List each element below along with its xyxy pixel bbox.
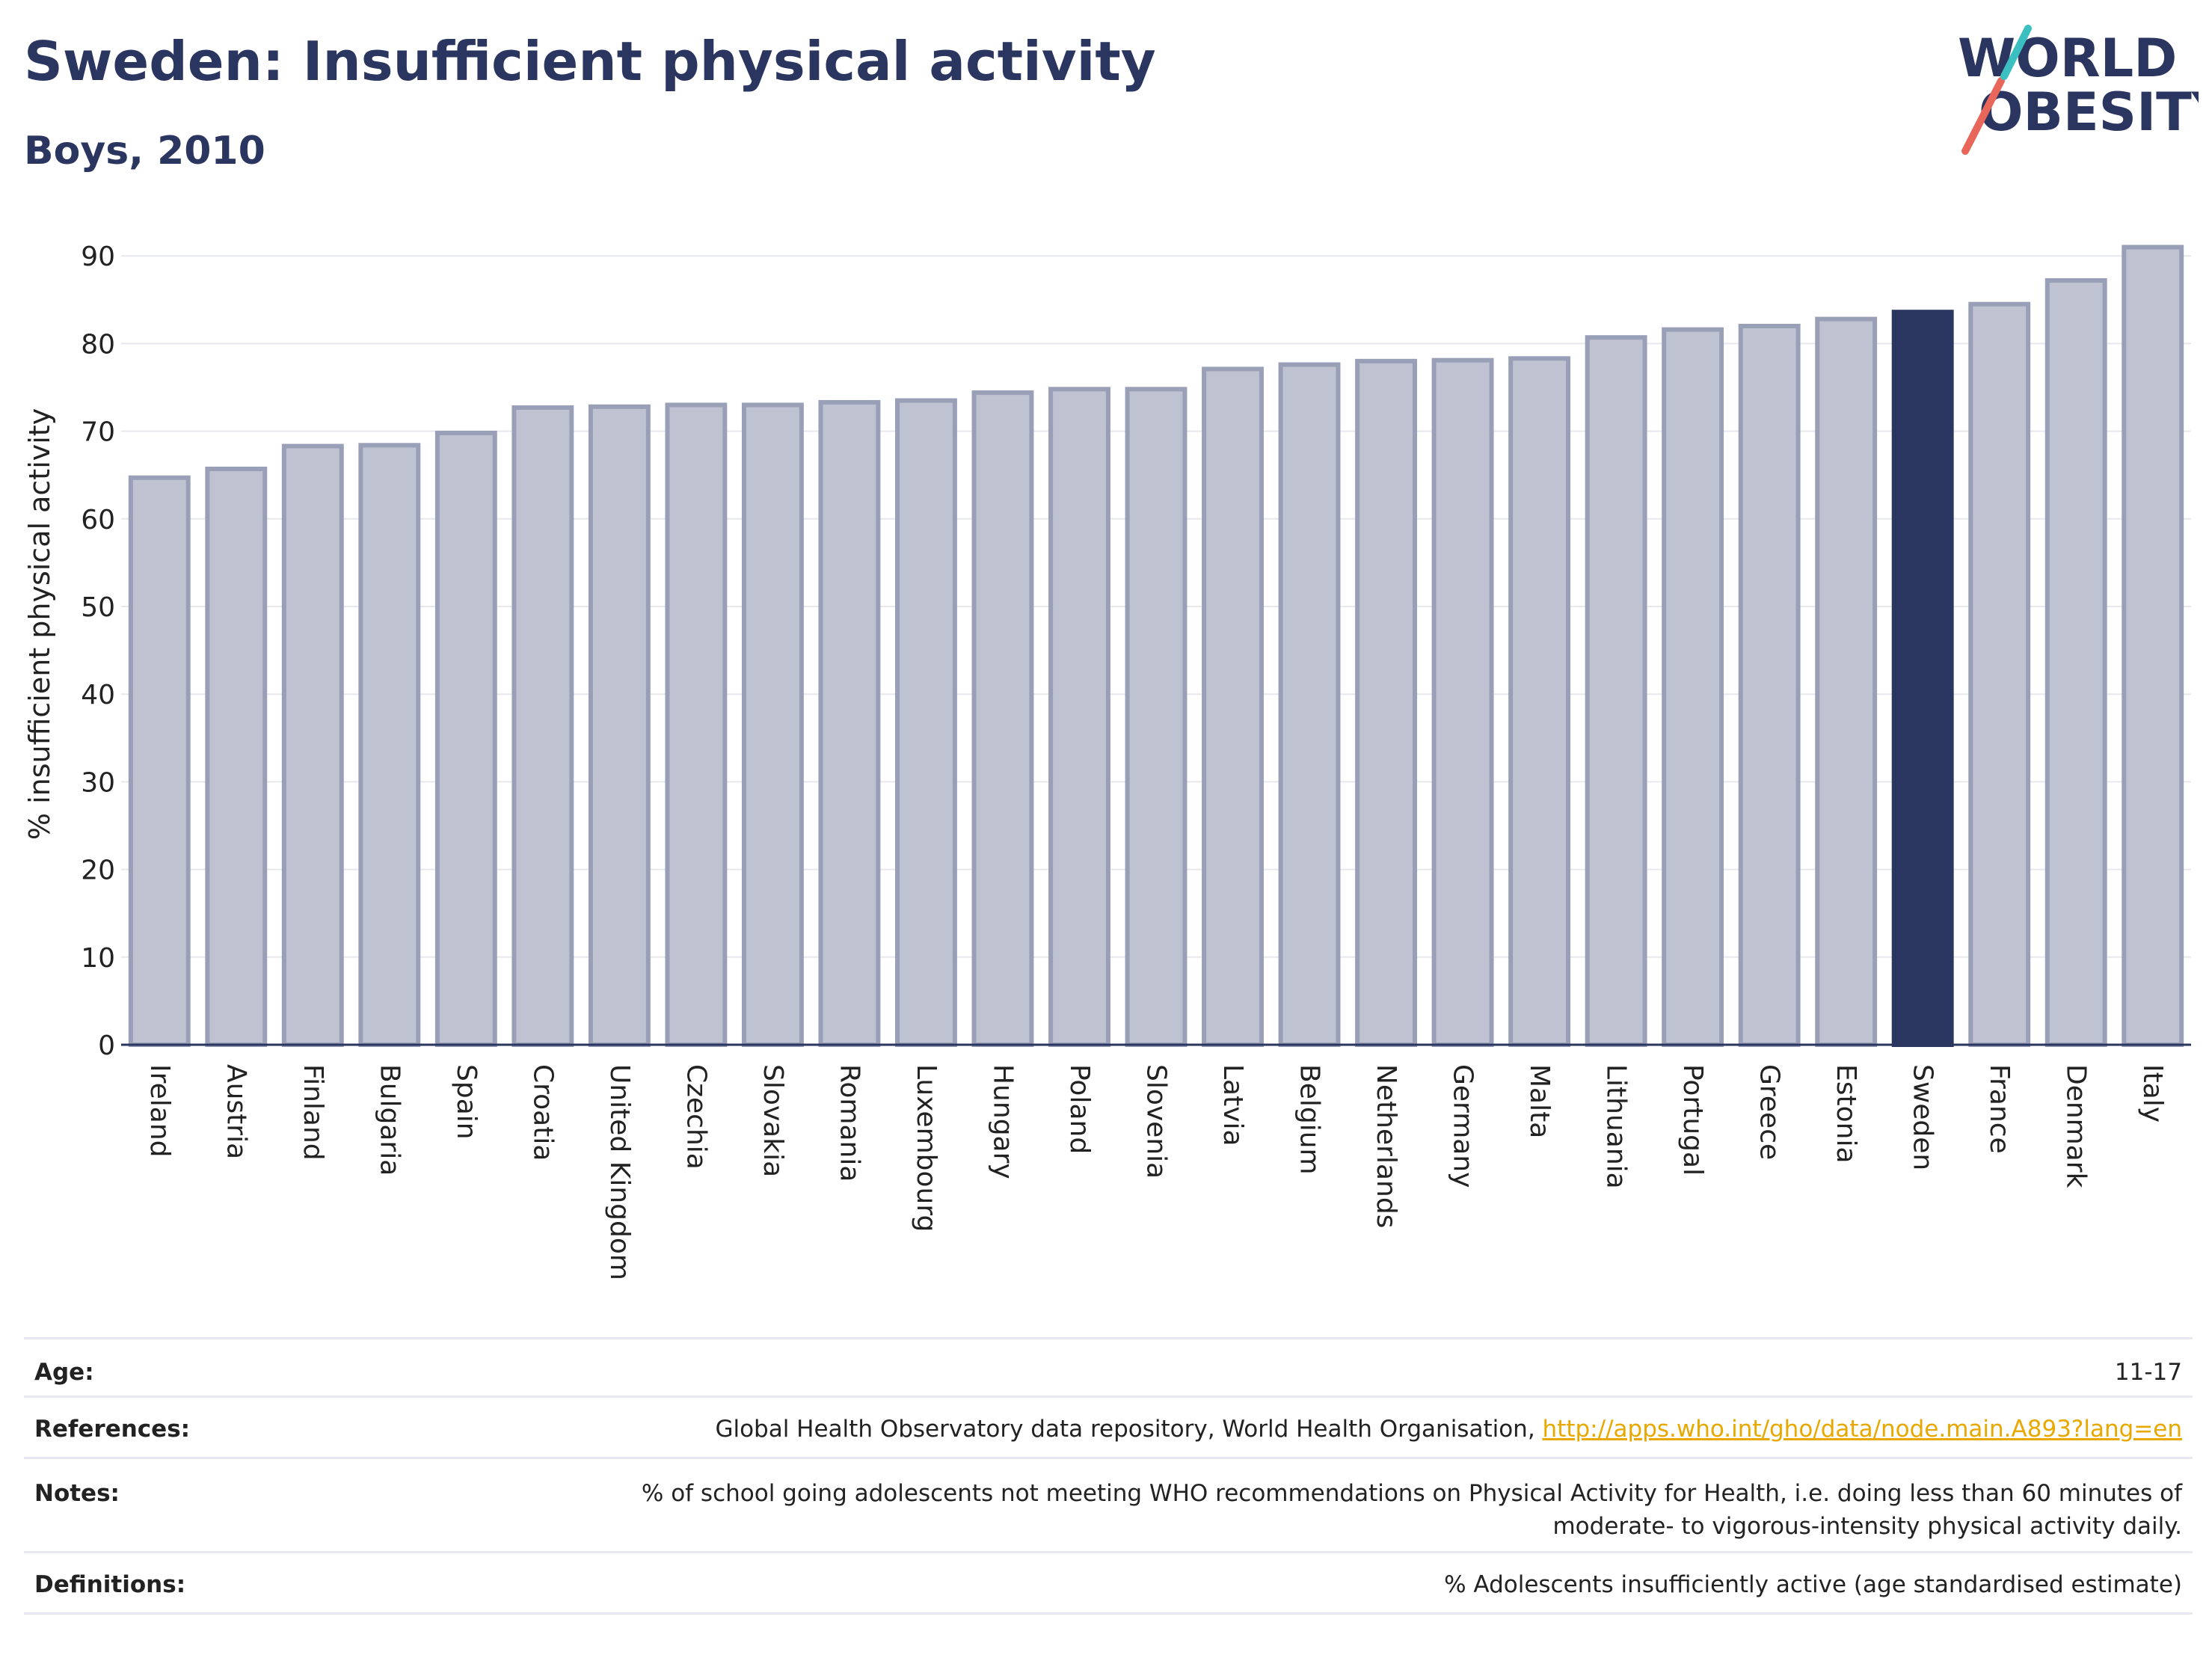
bar-united-kingdom [588, 404, 651, 1047]
y-tick-labels: 0 10 20 30 40 50 60 70 80 90 [81, 242, 115, 1061]
category-label: Austria [221, 1064, 251, 1159]
logo-slash-red [1961, 77, 2005, 155]
notes-line-1: % of school going adolescents not meetin… [641, 1480, 2182, 1507]
category-label: Spain [451, 1064, 482, 1140]
age-label: Age: [24, 1337, 263, 1397]
y-tick-label: 80 [81, 329, 115, 360]
bar-bulgaria [358, 443, 421, 1047]
y-tick-label: 90 [81, 242, 115, 272]
world-obesity-logo: WORLD OBESITY [1958, 25, 2199, 155]
category-label: Poland [1064, 1064, 1095, 1154]
bar-portugal [1662, 327, 1724, 1047]
logo-slash-teal [2000, 25, 2032, 80]
category-label: Netherlands [1371, 1064, 1401, 1228]
bar-belgium [1278, 362, 1341, 1047]
category-label: Belgium [1294, 1064, 1325, 1175]
bar-czechia [665, 402, 728, 1047]
bar-slovakia [741, 402, 804, 1047]
info-row-references: References: Global Health Observatory da… [24, 1395, 2193, 1458]
info-row-notes: Notes: % of school going adolescents not… [24, 1457, 2193, 1553]
y-tick-label: 30 [81, 767, 115, 798]
y-tick-label: 20 [81, 856, 115, 886]
bar-estonia [1815, 316, 1878, 1048]
info-row-age: Age: 11-17 [24, 1337, 2193, 1397]
references-link[interactable]: http://apps.who.int/gho/data/node.main.A… [1542, 1416, 2182, 1443]
bar-croatia [511, 405, 574, 1047]
category-label: Portugal [1677, 1064, 1708, 1176]
category-label: Lithuania [1601, 1064, 1632, 1189]
bar-germany [1431, 357, 1494, 1047]
category-label: Italy [2137, 1064, 2168, 1123]
notes-line-2: moderate- to vigorous-intensity physical… [1552, 1513, 2182, 1540]
age-value: 11-17 [263, 1337, 2193, 1397]
notes-label: Notes: [24, 1457, 263, 1553]
category-label: Sweden [1908, 1064, 1938, 1170]
info-row-definitions: Definitions: % Adolescents insufficientl… [24, 1551, 2193, 1615]
bar-italy [2122, 245, 2184, 1048]
category-label: Estonia [1831, 1064, 1861, 1164]
bar-lithuania [1585, 335, 1647, 1048]
references-label: References: [24, 1395, 263, 1458]
category-label: Germany [1448, 1064, 1478, 1188]
category-labels: Ireland Austria Finland Bulgaria Spain Croati… [144, 1064, 2168, 1280]
bar-finland [281, 443, 344, 1047]
bar-austria [205, 466, 268, 1047]
y-axis-label: % insufficient physical activity [23, 408, 56, 840]
category-label: Latvia [1217, 1064, 1248, 1146]
category-label: Romania [834, 1064, 864, 1182]
category-label: United Kingdom [604, 1064, 635, 1280]
logo-word-world: WORLD [1958, 28, 2177, 89]
category-label: Luxembourg [911, 1064, 941, 1232]
y-tick-label: 50 [81, 592, 115, 623]
bar-romania [818, 399, 881, 1047]
bar-luxembourg [895, 398, 957, 1047]
bar-france [1968, 301, 2031, 1048]
chart-title: Sweden: Insufficient physical activity [24, 30, 1156, 93]
category-label: Finland [298, 1064, 328, 1161]
y-tick-label: 40 [81, 680, 115, 710]
category-label: Greece [1754, 1064, 1785, 1160]
info-table: Age: 11-17 References: Global Health Obs… [24, 1337, 2193, 1615]
category-label: Ireland [144, 1064, 175, 1158]
category-label: France [1984, 1064, 2015, 1154]
category-label: Bulgaria [374, 1064, 405, 1176]
bar-latvia [1202, 366, 1264, 1047]
category-label: Croatia [527, 1064, 558, 1161]
references-text: Global Health Observatory data repositor… [715, 1416, 1543, 1443]
y-tick-label: 70 [81, 417, 115, 448]
category-label: Hungary [987, 1064, 1018, 1179]
category-label: Malta [1524, 1064, 1555, 1138]
notes-value: % of school going adolescents not meetin… [263, 1457, 2193, 1553]
bar-netherlands [1355, 358, 1417, 1047]
bars [128, 245, 2184, 1048]
bar-spain [434, 430, 497, 1047]
chart-subtitle: Boys, 2010 [24, 129, 265, 174]
y-tick-label: 10 [81, 943, 115, 974]
bar-poland [1048, 387, 1110, 1047]
y-tick-label: 0 [98, 1031, 115, 1061]
bar-malta [1508, 356, 1571, 1048]
bar-ireland [128, 475, 191, 1047]
logo-word-obesity: OBESITY [1979, 82, 2199, 143]
definitions-value: % Adolescents insufficiently active (age… [263, 1551, 2193, 1615]
bar-greece [1738, 323, 1801, 1047]
category-label: Slovenia [1141, 1064, 1172, 1179]
category-label: Slovakia [758, 1064, 788, 1177]
bar-slovenia [1125, 387, 1188, 1047]
bar-sweden [1891, 310, 1954, 1047]
bar-denmark [2044, 278, 2107, 1047]
references-value: Global Health Observatory data repositor… [263, 1395, 2193, 1458]
category-label: Denmark [2061, 1064, 2092, 1188]
category-label: Czechia [681, 1064, 711, 1170]
y-tick-label: 60 [81, 505, 115, 535]
bar-hungary [971, 390, 1034, 1047]
bar-chart: 0 10 20 30 40 50 60 70 80 90 Ireland Austria Finlan… [23, 242, 2191, 1280]
definitions-label: Definitions: [24, 1551, 263, 1615]
